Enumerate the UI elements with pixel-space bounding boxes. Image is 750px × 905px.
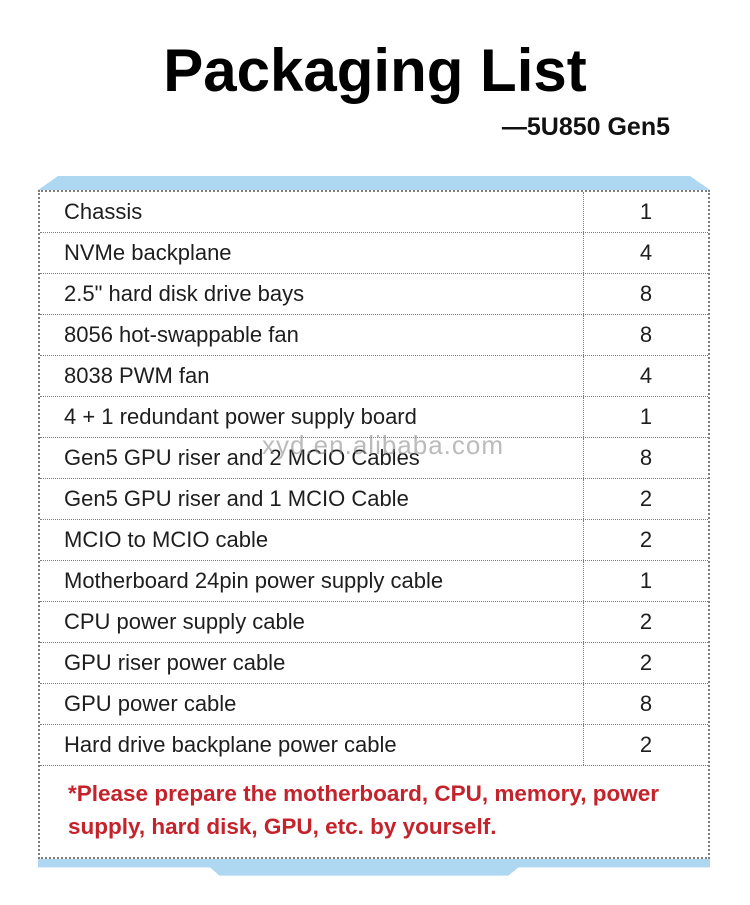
item-quantity-cell: 2 [583,520,708,560]
item-name-cell: Gen5 GPU riser and 2 MCIO Cables [64,445,420,470]
item-name-cell: CPU power supply cable [64,609,305,634]
item-quantity-cell: 2 [583,725,708,765]
item-quantity-cell: 8 [583,274,708,314]
item-quantity-cell: 4 [583,356,708,396]
table-row: 2.5" hard disk drive bays 8 [40,274,708,315]
item-quantity-cell: 1 [583,561,708,601]
item-quantity-cell: 4 [583,233,708,273]
item-name-cell: 8038 PWM fan [64,363,210,388]
table-row: Motherboard 24pin power supply cable 1 [40,561,708,602]
packing-list-sheet: Chassis 1 NVMe backplane 4 2.5" hard dis… [38,176,710,876]
table-row: 4 + 1 redundant power supply board 1 [40,397,708,438]
item-name-cell: GPU riser power cable [64,650,286,675]
item-name-cell: MCIO to MCIO cable [64,527,269,552]
item-name-cell: GPU power cable [64,691,237,716]
table-row: GPU power cable 8 [40,684,708,725]
table-row: Hard drive backplane power cable 2 [40,725,708,766]
item-name-cell: Gen5 GPU riser and 1 MCIO Cable [64,486,409,511]
item-name-cell: Motherboard 24pin power supply cable [64,568,444,593]
item-quantity-cell: 8 [583,315,708,355]
sheet-bottom-accent-bar [38,858,710,876]
item-name-cell: 2.5" hard disk drive bays [64,281,305,306]
item-quantity-cell: 8 [583,438,708,478]
item-quantity-cell: 1 [583,397,708,437]
table-row: CPU power supply cable 2 [40,602,708,643]
sheet-top-accent-bar [38,176,710,190]
page-title: Packaging List [163,37,587,104]
table-row: GPU riser power cable 2 [40,643,708,684]
table-row: 8038 PWM fan 4 [40,356,708,397]
table-row: NVMe backplane 4 [40,233,708,274]
item-name-cell: Hard drive backplane power cable [64,732,397,757]
item-quantity-cell: 8 [583,684,708,724]
item-name-cell: NVMe backplane [64,240,232,265]
item-quantity-cell: 1 [583,192,708,232]
table-row: Gen5 GPU riser and 2 MCIO Cables 8 [40,438,708,479]
table-row: 8056 hot-swappable fan 8 [40,315,708,356]
item-quantity-cell: 2 [583,602,708,642]
table-row: Gen5 GPU riser and 1 MCIO Cable 2 [40,479,708,520]
item-name-cell: 8056 hot-swappable fan [64,322,299,347]
note-text: *Please prepare the motherboard, CPU, me… [68,781,660,840]
model-subtitle: —5U850 Gen5 [501,113,670,141]
packing-table: Chassis 1 NVMe backplane 4 2.5" hard dis… [38,190,710,859]
table-row: MCIO to MCIO cable 2 [40,520,708,561]
packing-table-body: Chassis 1 NVMe backplane 4 2.5" hard dis… [40,192,708,766]
item-name-cell: 4 + 1 redundant power supply board [64,404,417,429]
item-quantity-cell: 2 [583,479,708,519]
item-name-cell: Chassis [64,199,143,224]
item-quantity-cell: 2 [583,643,708,683]
table-row: Chassis 1 [40,192,708,233]
